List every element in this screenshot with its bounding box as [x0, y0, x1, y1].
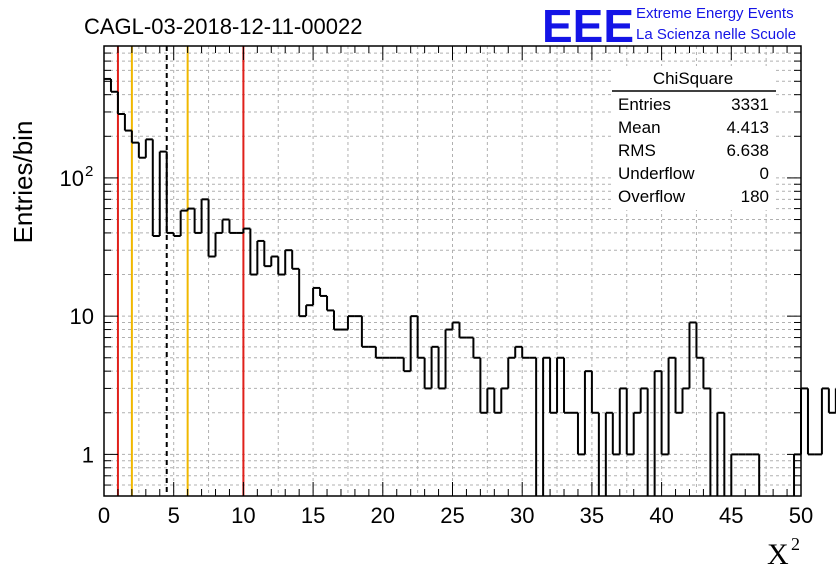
stats-row-value: 3331 — [731, 95, 769, 114]
logo-text: EEE — [542, 0, 634, 52]
logo-line-1: Extreme Energy Events — [636, 5, 794, 22]
stats-box-background — [612, 66, 776, 210]
stats-row-value: 180 — [741, 187, 769, 206]
x-axis-label-sup: 2 — [791, 534, 800, 554]
x-tick-label: 0 — [98, 503, 110, 528]
stats-row-label: RMS — [618, 141, 656, 160]
x-tick-label: 20 — [371, 503, 395, 528]
stats-row-value: 4.413 — [726, 118, 769, 137]
y-tick-label-exponent: 2 — [85, 163, 93, 180]
x-ticks: 0 5 10 15 20 25 30 35 40 45 50 — [98, 46, 813, 528]
x-tick-label: 40 — [649, 503, 673, 528]
stats-box: ChiSquare Entries 3331 Mean 4.413 RMS 6.638 Un… — [612, 66, 776, 210]
x-tick-label: 5 — [168, 503, 180, 528]
chart-title: CAGL-03-2018-12-11-00022 — [84, 14, 362, 39]
stats-row-value: 0 — [760, 164, 769, 183]
x-axis-label: X 2 — [767, 534, 800, 571]
x-tick-label: 45 — [719, 503, 743, 528]
x-tick-label: 25 — [440, 503, 464, 528]
x-tick-label: 50 — [789, 503, 813, 528]
stats-rows: Entries 3331 Mean 4.413 RMS 6.638 Underflow 0 Ov… — [618, 95, 769, 206]
reference-lines — [116, 46, 245, 496]
x-tick-label: 35 — [580, 503, 604, 528]
x-tick-label: 10 — [231, 503, 255, 528]
stats-row-label: Mean — [618, 118, 661, 137]
y-tick-label: 10 — [70, 304, 94, 329]
y-tick-label: 10 — [60, 166, 84, 191]
x-axis-label-main: X — [767, 538, 789, 571]
stats-row-label: Overflow — [618, 187, 686, 206]
x-tick-label: 15 — [301, 503, 325, 528]
stats-row-label: Underflow — [618, 164, 695, 183]
histogram — [104, 77, 836, 496]
stats-title: ChiSquare — [653, 69, 733, 88]
stats-row-value: 6.638 — [726, 141, 769, 160]
stats-row-label: Entries — [618, 95, 671, 114]
eee-logo: EEE Extreme Energy Events La Scienza nel… — [542, 0, 796, 52]
logo-line-2: La Scienza nelle Scuole — [636, 26, 796, 43]
y-tick-label: 1 — [82, 442, 94, 467]
x-tick-label: 30 — [510, 503, 534, 528]
y-axis-label: Entries/bin — [8, 121, 38, 244]
